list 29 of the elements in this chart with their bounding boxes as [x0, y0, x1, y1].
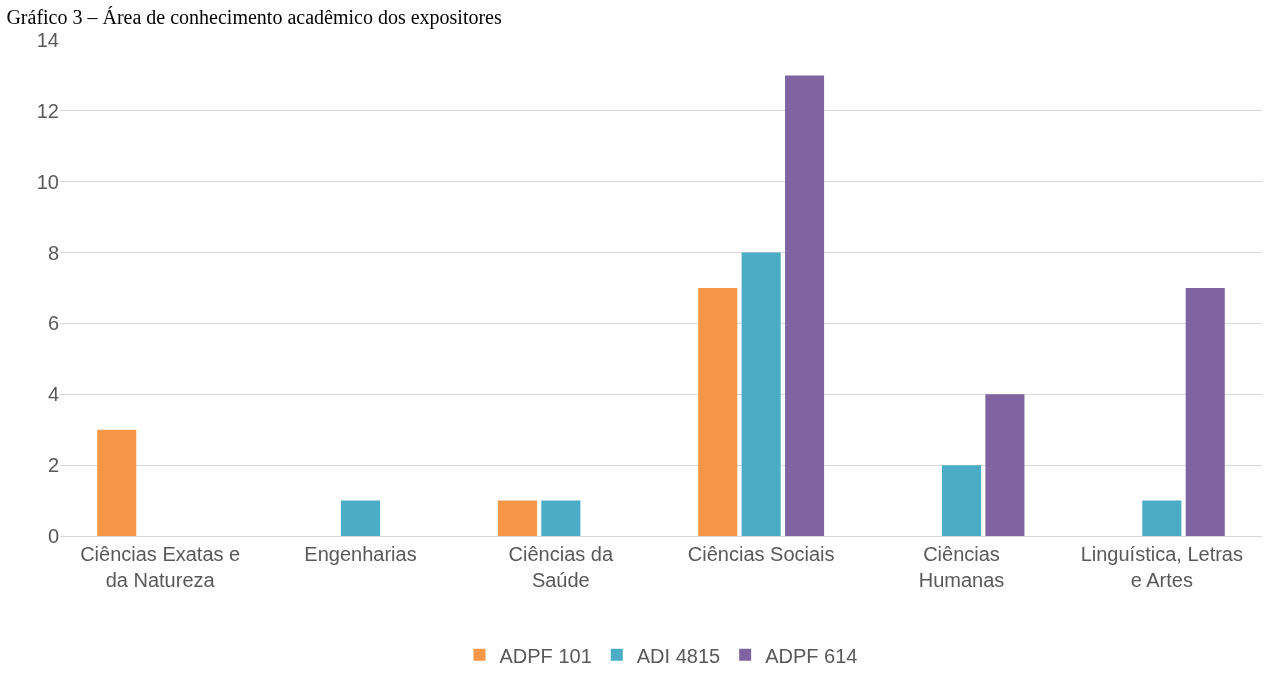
x-tick-label: Linguística, Letras e Artes — [1080, 543, 1243, 591]
y-tick-label: 2 — [47, 454, 59, 477]
bar — [785, 75, 825, 536]
y-tick-label: 14 — [36, 29, 59, 51]
bar — [497, 500, 537, 536]
bar — [340, 500, 381, 536]
bar — [941, 465, 982, 536]
y-tick-label: 4 — [47, 383, 59, 406]
x-tick-label: Ciências Sociais — [687, 543, 835, 565]
bar — [1185, 288, 1225, 536]
chart-title: Gráfico 3 – Área de conhecimento acadêmico dos expositores — [6, 6, 502, 30]
legend-label: ADPF 101 — [499, 644, 592, 667]
bar — [741, 252, 781, 536]
bar — [97, 429, 137, 536]
x-tick-label: Ciências da Saúde — [508, 543, 614, 591]
y-tick-label: 12 — [36, 99, 59, 122]
x-tick-label: Ciências Humanas — [918, 543, 1005, 591]
legend-label: ADI 4815 — [636, 644, 721, 667]
bar — [541, 500, 581, 536]
y-tick-label: 0 — [47, 525, 59, 547]
bar — [985, 394, 1025, 536]
legend-label: ADPF 614 — [765, 644, 858, 667]
x-tick-label: Engenharias — [304, 543, 417, 565]
bar — [698, 288, 738, 536]
x-tick-label: Ciências Exatas e da Natureza — [80, 543, 241, 591]
y-tick-label: 10 — [36, 170, 59, 193]
bar — [1142, 500, 1182, 536]
y-tick-label: 8 — [47, 241, 59, 264]
y-tick-label: 6 — [47, 312, 59, 335]
